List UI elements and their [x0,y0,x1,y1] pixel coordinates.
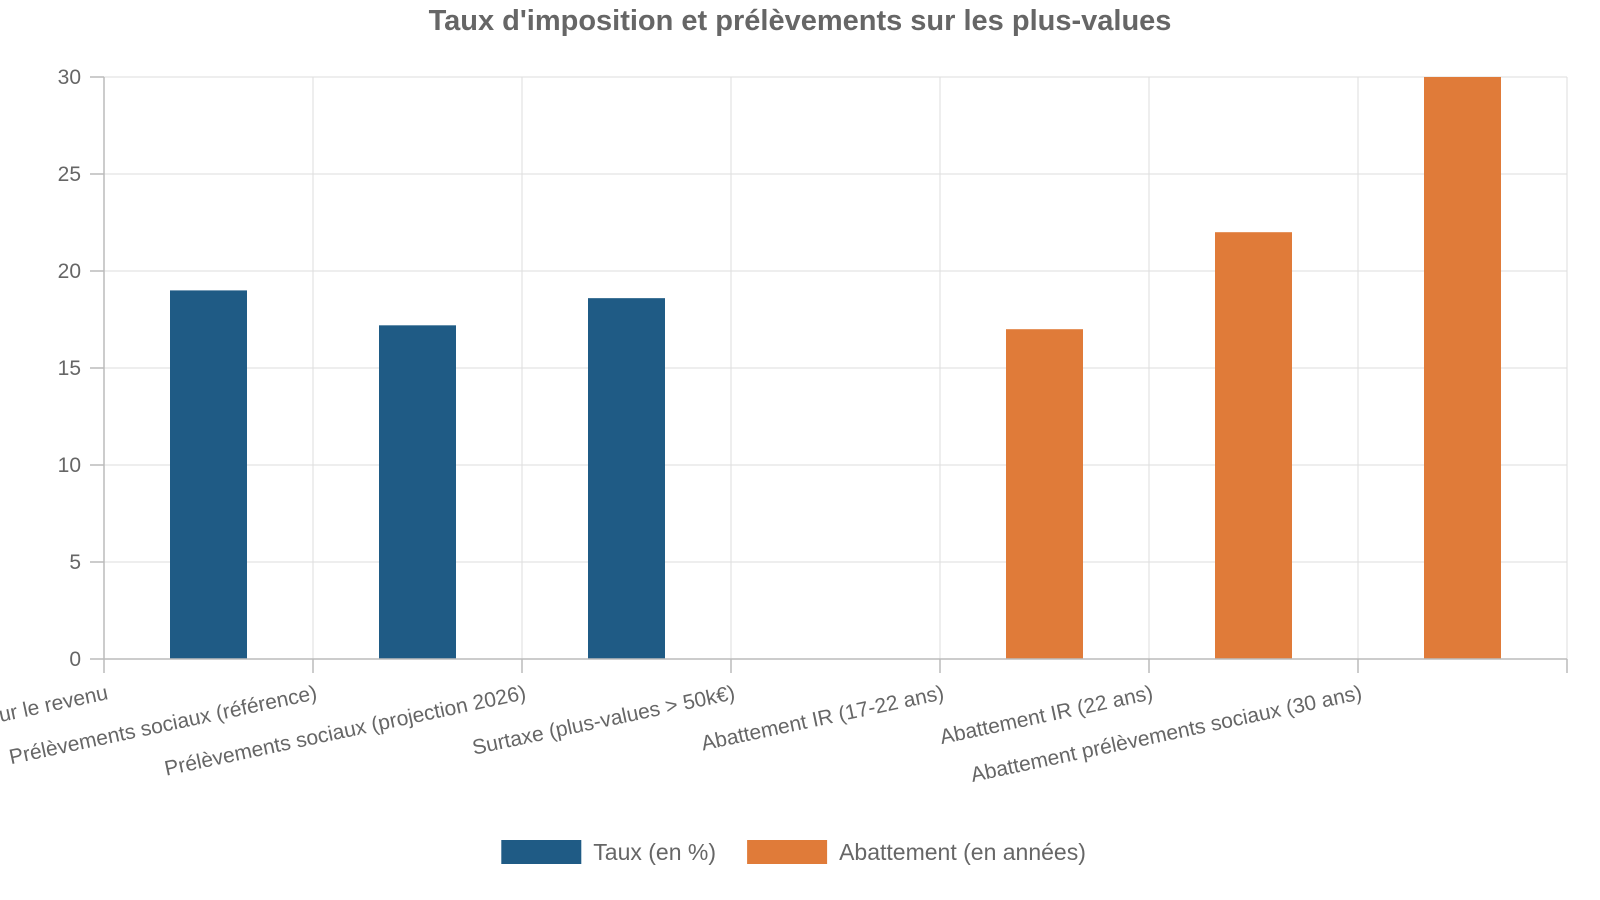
bar [170,290,247,659]
axes-layer [90,76,1568,673]
x-tick-label: Prélèvements sociaux (projection 2026) [162,681,528,780]
y-tick-label: 15 [58,357,81,380]
y-tick-label: 10 [58,454,81,477]
bar [1215,232,1292,659]
grid-layer [104,76,1568,659]
legend-label: Taux (en %) [593,839,716,865]
legend: Taux (en %) Abattement (en années) [501,839,1086,865]
y-tick-label: 25 [58,163,81,186]
y-tick-label: 20 [58,260,81,283]
y-tick-label: 30 [58,66,81,89]
bar [1006,329,1083,659]
legend-swatch [501,840,582,864]
legend-swatch [747,840,828,864]
legend-label: Abattement (en années) [839,839,1086,865]
bars-layer [170,77,1501,659]
bar [588,298,665,659]
x-tick-label: Abattement IR (17-22 ans) [699,681,946,755]
chart-title: Taux d'imposition et prélèvements sur le… [429,5,1172,37]
bar [379,325,456,659]
y-tick-label: 0 [69,648,81,671]
bar [1424,77,1501,659]
y-tick-label: 5 [69,551,81,574]
x-tick-label: Abattement prélèvements sociaux (30 ans) [969,681,1364,786]
